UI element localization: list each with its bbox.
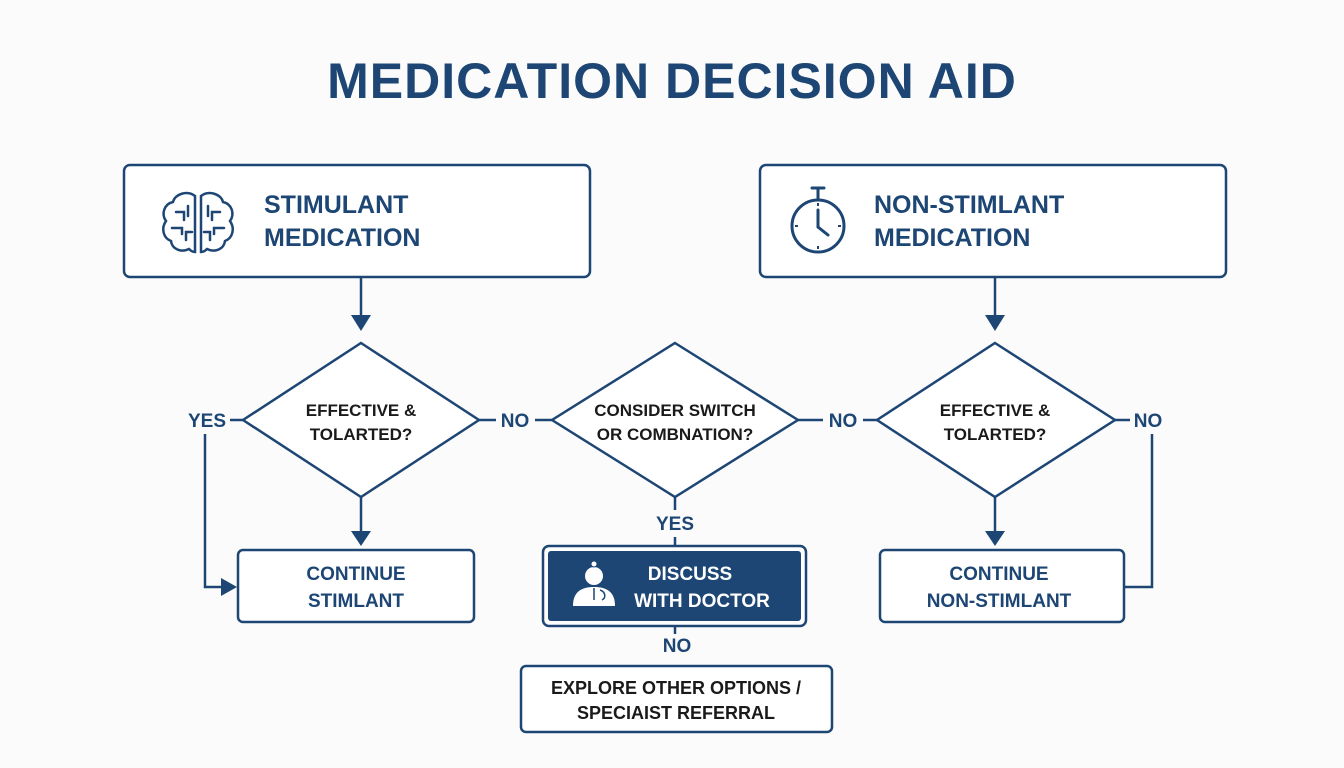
continue-stimulant-line2: STIMLANT (308, 591, 404, 612)
connector-middle-yes: YES (656, 497, 694, 547)
label-left-yes: YES (188, 411, 226, 432)
decision-middle-line1: CONSIDER SWITCH (594, 401, 756, 420)
label-right-no: NO (1134, 411, 1163, 432)
continue-stimulant-line1: CONTINUE (306, 564, 405, 585)
continue-non-stimulant-line2: NON-STIMLANT (927, 591, 1072, 612)
discuss-line1: DISCUSS (648, 564, 732, 585)
decision-right-line1: EFFECTIVE & (940, 401, 1051, 420)
stopwatch-icon (790, 186, 846, 254)
explore-line1: EXPLORE OTHER OPTIONS / (551, 678, 801, 698)
decision-left-line1: EFFECTIVE & (306, 401, 417, 420)
connector-middle-no: NO (798, 411, 877, 432)
stimulant-medication-node: STIMULANT MEDICATION (122, 163, 592, 279)
connector-discuss-no: NO (663, 626, 692, 657)
explore-options-node: EXPLORE OTHER OPTIONS / SPECIAIST REFERR… (519, 664, 834, 734)
connector-right-no: NO (1115, 411, 1163, 589)
decision-middle-line2: OR COMBNATION? (597, 425, 753, 444)
continue-non-stimulant-line1: CONTINUE (949, 564, 1048, 585)
non-stimulant-title-line2: MEDICATION (874, 224, 1030, 252)
decision-left: EFFECTIVE & TOLARTED? (240, 341, 482, 499)
non-stimulant-medication-node: NON-STIMLANT MEDICATION (758, 163, 1228, 279)
connector-left-no: NO (479, 411, 552, 432)
label-left-no: NO (501, 411, 530, 432)
discuss-line2: WITH DOCTOR (634, 591, 770, 612)
decision-right: EFFECTIVE & TOLARTED? (874, 341, 1118, 499)
doctor-icon (573, 560, 615, 606)
explore-line2: SPECIAIST REFERRAL (577, 703, 775, 723)
stimulant-title-line1: STIMULANT (264, 191, 408, 219)
stimulant-title-line2: MEDICATION (264, 224, 420, 252)
brain-icon (162, 191, 234, 254)
non-stimulant-title-line1: NON-STIMLANT (874, 191, 1064, 219)
continue-stimulant-node: CONTINUE STIMLANT (236, 548, 476, 624)
decision-middle: CONSIDER SWITCH OR COMBNATION? (549, 341, 801, 499)
label-middle-yes: YES (656, 514, 694, 535)
connector-left-down (351, 497, 371, 546)
connector-left-yes: YES (188, 411, 243, 596)
label-middle-no: NO (829, 411, 858, 432)
continue-non-stimulant-node: CONTINUE NON-STIMLANT (878, 548, 1126, 624)
decision-right-line2: TOLARTED? (944, 425, 1047, 444)
discuss-with-doctor-node: DISCUSS WITH DOCTOR (541, 544, 808, 628)
page-title: MEDICATION DECISION AID (327, 53, 1017, 109)
connector-stimulant-to-decision (351, 277, 371, 331)
label-discuss-no: NO (663, 636, 692, 657)
decision-left-line2: TOLARTED? (310, 425, 413, 444)
connector-right-down (985, 497, 1005, 546)
connector-nonstim-to-decision (985, 277, 1005, 331)
